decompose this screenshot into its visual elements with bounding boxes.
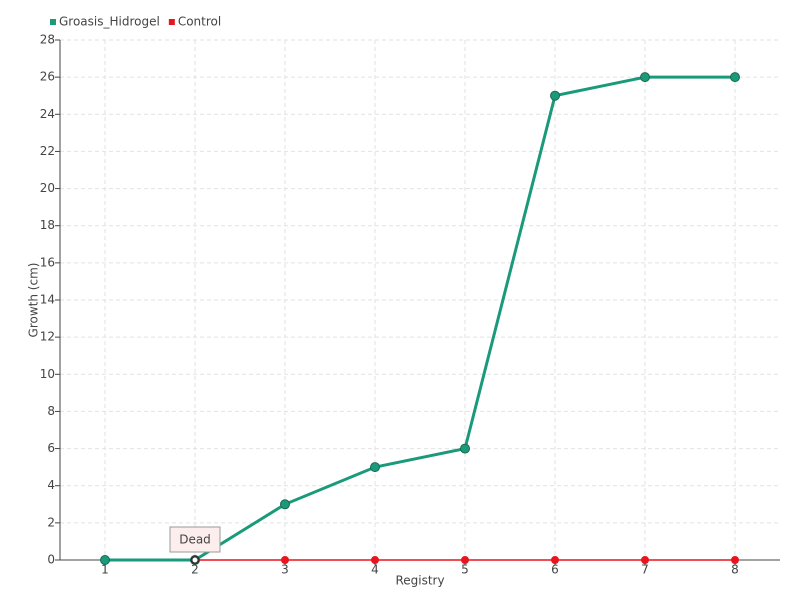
y-tick-label: 26 [40, 70, 55, 84]
y-tick-label: 6 [47, 441, 55, 455]
x-tick-label: 7 [641, 563, 649, 577]
y-tick-label: 24 [40, 107, 55, 121]
data-point [281, 556, 289, 564]
x-tick-label: 8 [731, 563, 739, 577]
data-point [640, 72, 650, 83]
y-tick-label: 4 [47, 478, 55, 492]
data-point [100, 555, 110, 565]
data-point [460, 443, 470, 454]
legend-swatch [168, 19, 175, 25]
legend-label: Control [178, 15, 221, 29]
data-point [370, 462, 380, 473]
y-tick-label: 22 [40, 144, 55, 158]
annotation-text: Dead [179, 533, 211, 547]
data-point [280, 499, 290, 510]
y-tick-label: 10 [40, 367, 55, 381]
y-tick-label: 0 [47, 553, 55, 567]
x-tick-label: 1 [101, 563, 109, 577]
annotation-marker [190, 555, 200, 565]
y-tick-label: 18 [40, 218, 55, 232]
annotation-box [169, 526, 221, 553]
x-tick-label: 6 [551, 563, 559, 577]
x-tick-label: 2 [191, 563, 199, 577]
legend-label: Groasis_Hidrogel [59, 15, 160, 29]
y-tick-label: 20 [40, 181, 55, 195]
y-tick-label: 28 [40, 33, 55, 47]
data-point [731, 556, 739, 564]
x-tick-label: 3 [281, 563, 289, 577]
y-tick-label: 16 [40, 255, 55, 269]
y-tick-label: 14 [40, 293, 55, 307]
series-line [105, 75, 735, 562]
y-tick-label: 2 [47, 515, 55, 529]
x-axis-label: Registry [395, 574, 444, 588]
y-tick-label: 12 [40, 330, 55, 344]
x-tick-label: 4 [371, 563, 379, 577]
data-point [550, 90, 560, 101]
data-point [730, 72, 740, 83]
y-axis-label: Growth (cm) [27, 263, 41, 338]
data-point [551, 556, 559, 564]
x-tick-label: 5 [461, 563, 469, 577]
y-tick-label: 8 [47, 404, 55, 418]
data-point [461, 556, 469, 564]
data-point [371, 556, 379, 564]
legend-swatch [50, 19, 56, 25]
data-point [641, 556, 649, 564]
